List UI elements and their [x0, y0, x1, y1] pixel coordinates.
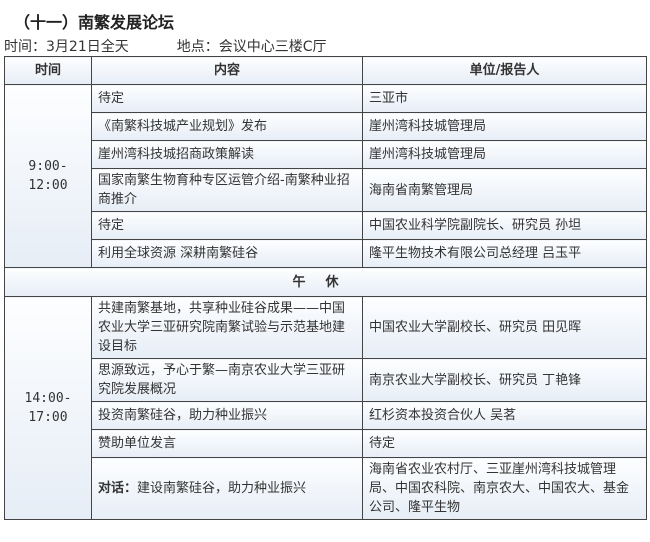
- event-time: 时间：3月21日全天: [4, 39, 129, 55]
- row-unit: 隆平生物技术有限公司总经理 吕玉平: [362, 239, 647, 268]
- header-row: 时间 内容 单位/报告人: [4, 56, 647, 85]
- noon-row: 午休: [4, 267, 647, 297]
- table-row: 思源致远，予心于繁—南京农业大学三亚研究院发展概况 南京农业大学副校长、研究员 丁…: [5, 358, 647, 402]
- header-content: 内容: [91, 56, 363, 85]
- table-row: 投资南繁硅谷，助力种业振兴 红杉资本投资合伙人 吴茗: [5, 401, 647, 430]
- row-unit: 海南省农业农村厅、三亚崖州湾科技城管理局、中国农科院、南京农大、中国农大、基金公…: [362, 457, 647, 520]
- row-unit: 崖州湾科技城管理局: [362, 112, 647, 141]
- table-row: 待定 中国农业科学院副院长、研究员 孙坦: [5, 211, 647, 240]
- section-title: （十一）南繁发展论坛: [14, 13, 175, 32]
- table-row: 利用全球资源 深耕南繁硅谷 隆平生物技术有限公司总经理 吕玉平: [5, 239, 647, 268]
- table-row: 14:00-17:00 共建南繁基地，共享种业硅谷成果——中国农业大学三亚研究院南…: [4, 296, 647, 520]
- row-unit: 中国农业科学院副院长、研究员 孙坦: [362, 211, 647, 240]
- row-content: 利用全球资源 深耕南繁硅谷: [91, 239, 363, 268]
- row-content: 投资南繁硅谷，助力种业振兴: [91, 401, 363, 430]
- header-unit: 单位/报告人: [362, 56, 647, 85]
- row-content: 赞助单位发言: [91, 429, 363, 458]
- table-row: 国家南繁生物育种专区运管介绍-南繁种业招商推介 海南省南繁管理局: [5, 168, 647, 212]
- row-unit: 南京农业大学副校长、研究员 丁艳锋: [362, 358, 647, 402]
- table-row: 《南繁科技城产业规划》发布 崖州湾科技城管理局: [5, 112, 647, 141]
- row-content: 待定: [91, 84, 363, 113]
- table-row: 对话：建设南繁硅谷，助力种业振兴 海南省农业农村厅、三亚崖州湾科技城管理局、中国农…: [5, 457, 647, 520]
- dialogue-topic: 建设南繁硅谷，助力种业振兴: [137, 481, 307, 496]
- row-content: 崖州湾科技城招商政策解读: [91, 140, 363, 169]
- row-unit: 待定: [362, 429, 647, 458]
- row-content: 国家南繁生物育种专区运管介绍-南繁种业招商推介: [91, 168, 363, 212]
- morning-time: 9:00-12:00: [4, 84, 92, 268]
- noon-break: 午休: [4, 267, 647, 297]
- row-content: 思源致远，予心于繁—南京农业大学三亚研究院发展概况: [91, 358, 363, 402]
- schedule-table: 时间 内容 单位/报告人 9:00-12:00 待定 三亚市 《南繁科技城产业规划》…: [4, 56, 647, 520]
- row-unit: 中国农业大学副校长、研究员 田见晖: [362, 296, 647, 359]
- row-unit: 三亚市: [362, 84, 647, 113]
- row-content: 待定: [91, 211, 363, 240]
- table-row: 赞助单位发言 待定: [5, 429, 647, 458]
- row-content: 共建南繁基地，共享种业硅谷成果——中国农业大学三亚研究院南繁试验与示范基地建设目…: [91, 296, 363, 359]
- table-row: 9:00-12:00 待定 三亚市: [4, 84, 647, 268]
- row-unit: 海南省南繁管理局: [362, 168, 647, 212]
- header-time: 时间: [4, 56, 92, 85]
- event-place: 地点：会议中心三楼C厅: [176, 39, 327, 55]
- dialogue-label: 对话：: [98, 481, 138, 496]
- event-info: 时间：3月21日全天 地点：会议中心三楼C厅: [4, 36, 375, 56]
- row-unit: 红杉资本投资合伙人 吴茗: [362, 401, 647, 430]
- row-unit: 崖州湾科技城管理局: [362, 140, 647, 169]
- table-row: 崖州湾科技城招商政策解读 崖州湾科技城管理局: [5, 140, 647, 169]
- afternoon-time: 14:00-17:00: [4, 296, 92, 520]
- row-content: 对话：建设南繁硅谷，助力种业振兴: [91, 457, 363, 520]
- row-content: 《南繁科技城产业规划》发布: [91, 112, 363, 141]
